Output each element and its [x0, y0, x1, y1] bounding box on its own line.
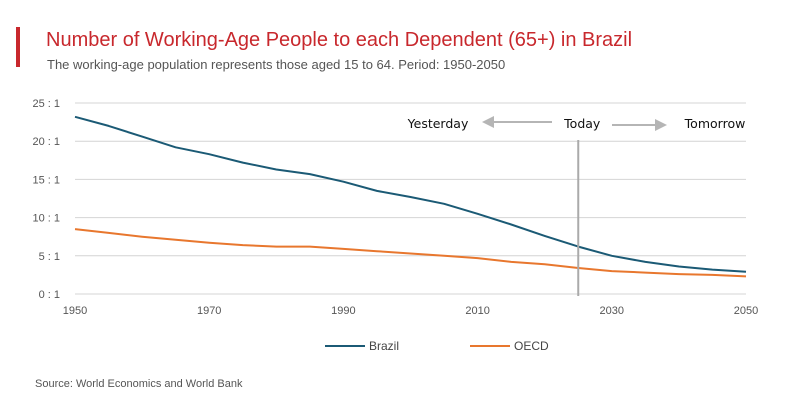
tomorrow-label: Tomorrow [684, 116, 746, 131]
y-tick-label: 20 : 1 [32, 136, 60, 148]
title-accent-bar [16, 27, 20, 67]
arrow-right-head-icon [655, 119, 667, 131]
legend: Brazil OECD [325, 339, 549, 353]
legend-brazil-label: Brazil [369, 339, 399, 353]
series-lines [74, 115, 747, 278]
chart-subtitle: The working-age population represents th… [47, 57, 506, 72]
grid-lines [75, 102, 746, 295]
arrow-left-head-icon [482, 116, 494, 128]
x-tick-label: 1990 [331, 305, 355, 317]
y-tick-label: 15 : 1 [32, 174, 60, 186]
x-tick-label: 2010 [465, 305, 489, 317]
series-line-oecd [74, 228, 747, 278]
x-tick-label: 1950 [63, 305, 87, 317]
x-axis-ticks: 1950 1970 1990 2010 2030 2050 [63, 305, 758, 317]
series-line-brazil [74, 115, 747, 273]
y-tick-label: 0 : 1 [39, 289, 60, 301]
chart-title: Number of Working-Age People to each Dep… [46, 29, 633, 51]
source-note: Source: World Economics and World Bank [35, 378, 243, 390]
y-tick-label: 5 : 1 [39, 251, 60, 263]
y-axis-ticks: 0 : 1 5 : 1 10 : 1 15 : 1 20 : 1 25 : 1 [32, 98, 60, 301]
today-label: Today [563, 116, 601, 131]
y-tick-label: 25 : 1 [32, 98, 60, 110]
legend-oecd-label: OECD [514, 339, 549, 353]
time-annotations: Yesterday Today Tomorrow [407, 116, 746, 296]
x-tick-label: 1970 [197, 305, 221, 317]
x-tick-label: 2050 [734, 305, 758, 317]
yesterday-label: Yesterday [407, 116, 469, 131]
x-tick-label: 2030 [600, 305, 624, 317]
y-tick-label: 10 : 1 [32, 213, 60, 225]
